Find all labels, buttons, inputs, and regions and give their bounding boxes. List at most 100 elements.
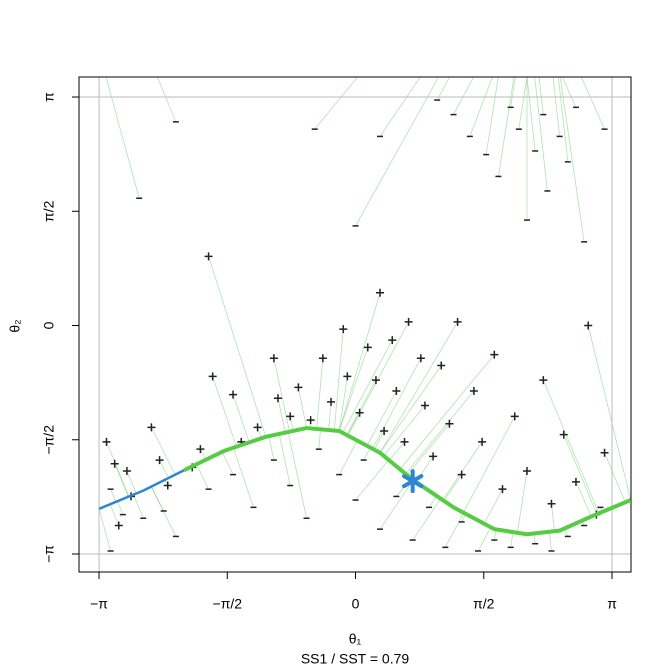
plus-point bbox=[437, 361, 446, 370]
plus-point bbox=[208, 372, 217, 381]
projection-line bbox=[498, 77, 515, 177]
projection-line bbox=[277, 398, 286, 433]
y-axis-label: θ₂ bbox=[7, 319, 23, 332]
projection-line bbox=[469, 77, 493, 137]
y-tick-label: −π/2 bbox=[41, 425, 57, 455]
projection-line bbox=[485, 77, 499, 155]
projection-line bbox=[133, 494, 144, 519]
projection-line bbox=[232, 447, 254, 508]
plus-point bbox=[122, 466, 131, 475]
projection-line bbox=[516, 470, 528, 533]
projection-line bbox=[379, 77, 421, 137]
projection-line bbox=[363, 447, 371, 461]
projection-line bbox=[316, 358, 324, 429]
plus-point bbox=[453, 317, 462, 326]
projection-line bbox=[314, 77, 359, 130]
projection-line bbox=[151, 427, 176, 475]
plus-point bbox=[355, 408, 364, 417]
projection-line bbox=[462, 416, 516, 513]
projection-line bbox=[406, 423, 450, 476]
projection-line bbox=[328, 401, 332, 431]
projection-line bbox=[483, 488, 503, 524]
plus-point bbox=[559, 430, 568, 439]
projection-line bbox=[338, 292, 381, 432]
projection-line bbox=[318, 429, 321, 450]
plus-point bbox=[392, 386, 401, 395]
projection-line bbox=[604, 452, 626, 503]
y-tick-label: π bbox=[41, 92, 57, 102]
projection-line bbox=[383, 405, 426, 456]
projection-line bbox=[109, 504, 120, 526]
star-marker bbox=[402, 469, 424, 494]
plus-point bbox=[343, 372, 352, 381]
projection-line bbox=[518, 77, 528, 130]
projection-line bbox=[526, 77, 536, 152]
plus-point bbox=[571, 477, 580, 486]
projection-line bbox=[287, 431, 307, 519]
projection-line bbox=[575, 481, 592, 517]
plus-point bbox=[522, 466, 531, 475]
plus-point bbox=[490, 350, 499, 359]
plus-point bbox=[416, 354, 425, 363]
plus-point bbox=[327, 397, 336, 406]
x-tick-label: π/2 bbox=[473, 596, 495, 612]
projection-line bbox=[587, 325, 631, 501]
plus-point bbox=[498, 485, 507, 494]
plus-point bbox=[229, 390, 238, 399]
plus-point bbox=[388, 336, 397, 345]
projection-line bbox=[405, 390, 475, 475]
projection-line bbox=[379, 365, 442, 454]
plus-point bbox=[196, 445, 205, 454]
plus-point bbox=[114, 521, 123, 530]
plus-point bbox=[204, 252, 213, 261]
plus-point bbox=[404, 317, 413, 326]
projection-line bbox=[562, 77, 577, 108]
projection-line bbox=[538, 77, 544, 115]
plus-point bbox=[147, 423, 156, 432]
projection-line bbox=[580, 77, 605, 130]
projection-line bbox=[221, 451, 234, 475]
x-tick-label: π bbox=[607, 596, 617, 612]
plus-point bbox=[445, 419, 454, 428]
plus-point bbox=[376, 288, 385, 297]
projection-line bbox=[379, 321, 458, 453]
projection-line bbox=[477, 527, 492, 552]
projection-line bbox=[542, 379, 600, 514]
projection-line bbox=[116, 501, 124, 515]
projection-line bbox=[534, 77, 548, 192]
x-tick-label: 0 bbox=[352, 596, 360, 612]
projection-line bbox=[98, 508, 111, 552]
x-tick-label: −π bbox=[90, 596, 108, 612]
projection-line bbox=[428, 495, 438, 508]
projection-line bbox=[273, 358, 290, 432]
plus-point bbox=[539, 376, 548, 385]
projection-line bbox=[196, 464, 209, 490]
projection-line bbox=[510, 77, 516, 108]
projection-line bbox=[510, 532, 514, 548]
projection-line bbox=[106, 441, 130, 497]
plot-frame bbox=[78, 76, 632, 573]
projection-line bbox=[347, 321, 409, 436]
projection-lines bbox=[98, 77, 631, 552]
plus-point bbox=[294, 383, 303, 392]
projection-line bbox=[333, 329, 344, 431]
projection-line bbox=[297, 387, 307, 429]
plus-point bbox=[269, 354, 278, 363]
projection-line bbox=[551, 503, 555, 532]
plus-point bbox=[457, 470, 466, 479]
x-tick-label: −π/2 bbox=[213, 596, 243, 612]
plus-point bbox=[155, 456, 164, 465]
plus-point bbox=[420, 401, 429, 410]
plus-point bbox=[102, 437, 111, 446]
projection-line bbox=[379, 479, 414, 530]
projection-line bbox=[105, 77, 140, 199]
projection-line bbox=[278, 433, 291, 486]
projection-line bbox=[338, 347, 369, 432]
subtitle: SS1 / SST = 0.79 bbox=[301, 651, 410, 667]
projection-line bbox=[552, 77, 561, 137]
projection-line bbox=[388, 441, 405, 461]
projection-line bbox=[399, 354, 495, 470]
projection-line bbox=[208, 256, 267, 437]
projection-line bbox=[373, 430, 385, 450]
